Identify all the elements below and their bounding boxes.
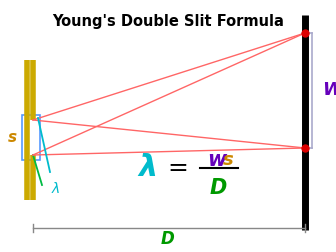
Bar — [22, 115, 40, 160]
Text: =: = — [168, 156, 188, 180]
Text: D: D — [161, 230, 175, 248]
Text: Young's Double Slit Formula: Young's Double Slit Formula — [52, 14, 284, 29]
Text: λ: λ — [52, 182, 60, 196]
Text: D: D — [209, 178, 227, 198]
Text: λ: λ — [138, 153, 158, 182]
Text: s: s — [7, 131, 16, 145]
Text: W: W — [322, 81, 336, 99]
Text: s: s — [223, 151, 234, 169]
Text: w: w — [207, 150, 226, 170]
